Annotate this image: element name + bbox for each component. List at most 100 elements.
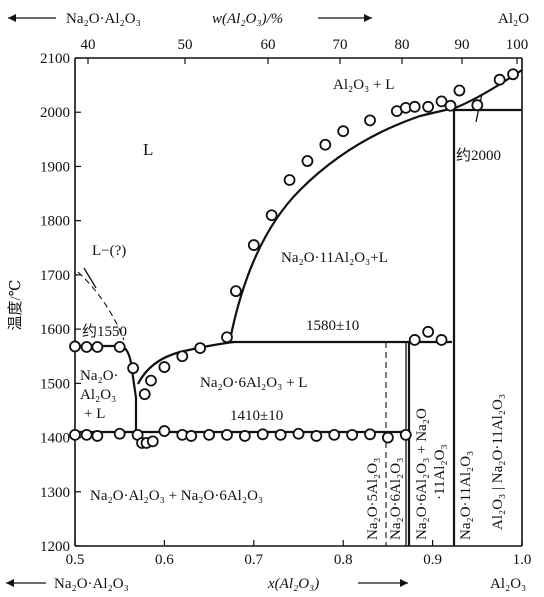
data-point xyxy=(113,341,126,353)
label-liquid-q: L−(?) xyxy=(92,243,126,259)
data-point xyxy=(301,155,314,167)
y-axis-title: 温度/℃ xyxy=(7,280,24,331)
data-point xyxy=(422,325,435,338)
data-point xyxy=(408,334,421,346)
data-point xyxy=(328,428,341,441)
data-point xyxy=(221,428,233,441)
data-point xyxy=(176,350,189,363)
top-left-compound-label: Na₂O·Al₂O₃ xyxy=(66,11,141,27)
label-1410: 1410±10 xyxy=(230,408,283,424)
data-point xyxy=(127,362,140,375)
vlabel-11al2o3: Na₂O·11Al₂O₃ xyxy=(458,451,474,540)
data-point xyxy=(274,428,287,441)
label-6al-plus-l: Na₂O·6Al₂O₃ + L xyxy=(200,375,307,391)
top-axis-title: w(Al₂O₃)/% xyxy=(212,11,283,27)
top-tick-label: 100 xyxy=(506,37,529,53)
data-point xyxy=(346,428,359,441)
data-point xyxy=(185,430,198,442)
y-tick-label: 2000 xyxy=(40,105,70,121)
label-11al-plus-l: Na₂O·11Al₂O₃+L xyxy=(281,250,388,266)
top-tick-label: 70 xyxy=(333,37,348,53)
label-small-na2o: Na₂O· xyxy=(80,368,119,384)
y-tick-label: 1300 xyxy=(40,485,70,501)
vlabel-5al2o3: Na₂O·5Al₂O₃ xyxy=(365,458,381,540)
label-1580: 1580±10 xyxy=(306,318,359,334)
y-tick-label: 1700 xyxy=(40,268,70,284)
data-point xyxy=(493,73,506,86)
x-tick-label: 0.8 xyxy=(334,552,353,568)
x-tick-label: 0.9 xyxy=(423,552,442,568)
data-point xyxy=(364,428,376,441)
label-approx-2000: 约2000 xyxy=(456,147,501,164)
vlabel-6al2o3: Na₂O·6Al₂O₃ xyxy=(388,458,404,540)
top-right-label: Al₂O xyxy=(498,11,529,27)
data-point xyxy=(145,374,157,387)
bottom-right-label: Al₂O₃ xyxy=(490,576,526,592)
data-point xyxy=(91,341,104,353)
bottom-axis-footer: Na₂O·Al₂O₃ x(Al₂O₃) Al₂O₃ xyxy=(6,576,526,592)
bottom-tick-labels: 0.5 0.6 0.7 0.8 0.9 1.0 xyxy=(66,540,532,568)
data-point xyxy=(337,125,350,138)
label-small-plus-l: + L xyxy=(84,406,105,422)
data-point xyxy=(69,340,81,353)
top-tick-label: 90 xyxy=(455,37,470,53)
data-point xyxy=(265,209,278,222)
vlabel-6p11-a: Na₂O·6Al₂O₃ + Na₂O xyxy=(414,408,430,540)
data-point xyxy=(422,100,435,113)
label-liquid: L xyxy=(143,140,153,159)
y-tick-label: 1900 xyxy=(40,159,70,175)
data-point xyxy=(453,84,466,97)
data-point xyxy=(381,431,394,444)
data-point xyxy=(364,114,376,127)
data-point xyxy=(507,68,519,81)
data-point xyxy=(194,342,207,354)
data-point xyxy=(80,341,93,353)
liquid-q-pointer xyxy=(83,267,97,289)
data-point xyxy=(283,174,296,186)
top-tick-label: 60 xyxy=(261,37,276,53)
data-point xyxy=(238,430,251,442)
top-left-arrow-head xyxy=(8,14,16,22)
top-tick-label: 40 xyxy=(81,37,96,53)
label-approx-1550: 约1550 xyxy=(82,323,127,340)
data-point xyxy=(256,428,269,441)
data-point xyxy=(319,138,332,151)
y-tick-label: 1200 xyxy=(40,539,70,555)
top-right-arrow-head xyxy=(364,14,372,22)
data-point xyxy=(471,99,484,112)
x-tick-label: 0.5 xyxy=(66,552,85,568)
data-points xyxy=(69,68,519,449)
y-tick-label: 2100 xyxy=(40,51,70,67)
vlabel-right-region: Al₂O₃ | Na₂O·11Al₂O₃ xyxy=(490,394,506,530)
data-point xyxy=(158,425,171,437)
vlabel-6p11-b: ·11Al₂O₃ xyxy=(432,444,448,500)
x-tick-label: 1.0 xyxy=(513,552,532,568)
y-tick-label: 1400 xyxy=(40,431,70,447)
y-tick-label: 1600 xyxy=(40,322,70,338)
data-point xyxy=(221,331,233,344)
bottom-right-arrow-head xyxy=(400,579,408,587)
region-labels: L L−(?) 约1550 Al₂O₃ + L 约2000 Na₂O·11Al₂… xyxy=(80,77,506,540)
x-tick-label: 0.7 xyxy=(244,552,263,568)
bottom-left-compound-label: Na₂O·Al₂O₃ xyxy=(54,576,129,592)
data-point xyxy=(113,427,126,440)
data-point xyxy=(80,428,93,441)
data-point xyxy=(138,388,151,401)
data-point xyxy=(230,285,242,298)
y-tick-labels: 1200 1300 1400 1500 1600 1700 1800 1900 2000 2100 xyxy=(40,51,81,555)
label-al2o3-plus-l: Al₂O₃ + L xyxy=(333,77,394,93)
y-tick-label: 1500 xyxy=(40,376,70,392)
data-point xyxy=(158,361,171,373)
liquidus-11al-branch xyxy=(228,106,456,341)
data-point xyxy=(292,427,305,440)
data-point xyxy=(247,239,260,251)
y-tick-label: 1800 xyxy=(40,214,70,230)
top-tick-label: 50 xyxy=(178,37,193,53)
dashed-liquid-boundary xyxy=(77,271,125,341)
data-point xyxy=(69,428,81,441)
top-tick-label: 80 xyxy=(395,37,410,53)
data-point xyxy=(203,428,216,441)
label-small-al2o3: Al₂O₃ xyxy=(80,387,116,403)
data-point xyxy=(146,435,159,448)
